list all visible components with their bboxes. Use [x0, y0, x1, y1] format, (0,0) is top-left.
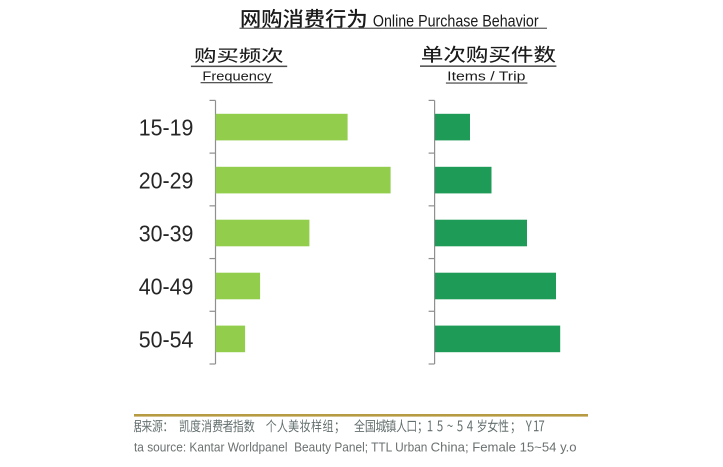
svg-text:20-29: 20-29 [139, 168, 194, 194]
svg-text:15-19: 15-19 [139, 115, 194, 141]
svg-text:ta source: Kantar Worldpanel: ta source: Kantar Worldpanel Beauty Pane… [134, 439, 427, 454]
svg-text:30-39: 30-39 [139, 221, 194, 247]
svg-text:Items / Trip: Items / Trip [447, 69, 525, 84]
svg-text:40-49: 40-49 [139, 273, 194, 299]
svg-text:Online Purchase Behavior: Online Purchase Behavior [373, 12, 539, 31]
svg-text:50-54: 50-54 [139, 326, 194, 352]
svg-text:Frequency: Frequency [202, 68, 272, 83]
svg-text:China; Female 15~54 y.o: China; Female 15~54 y.o [431, 439, 577, 454]
